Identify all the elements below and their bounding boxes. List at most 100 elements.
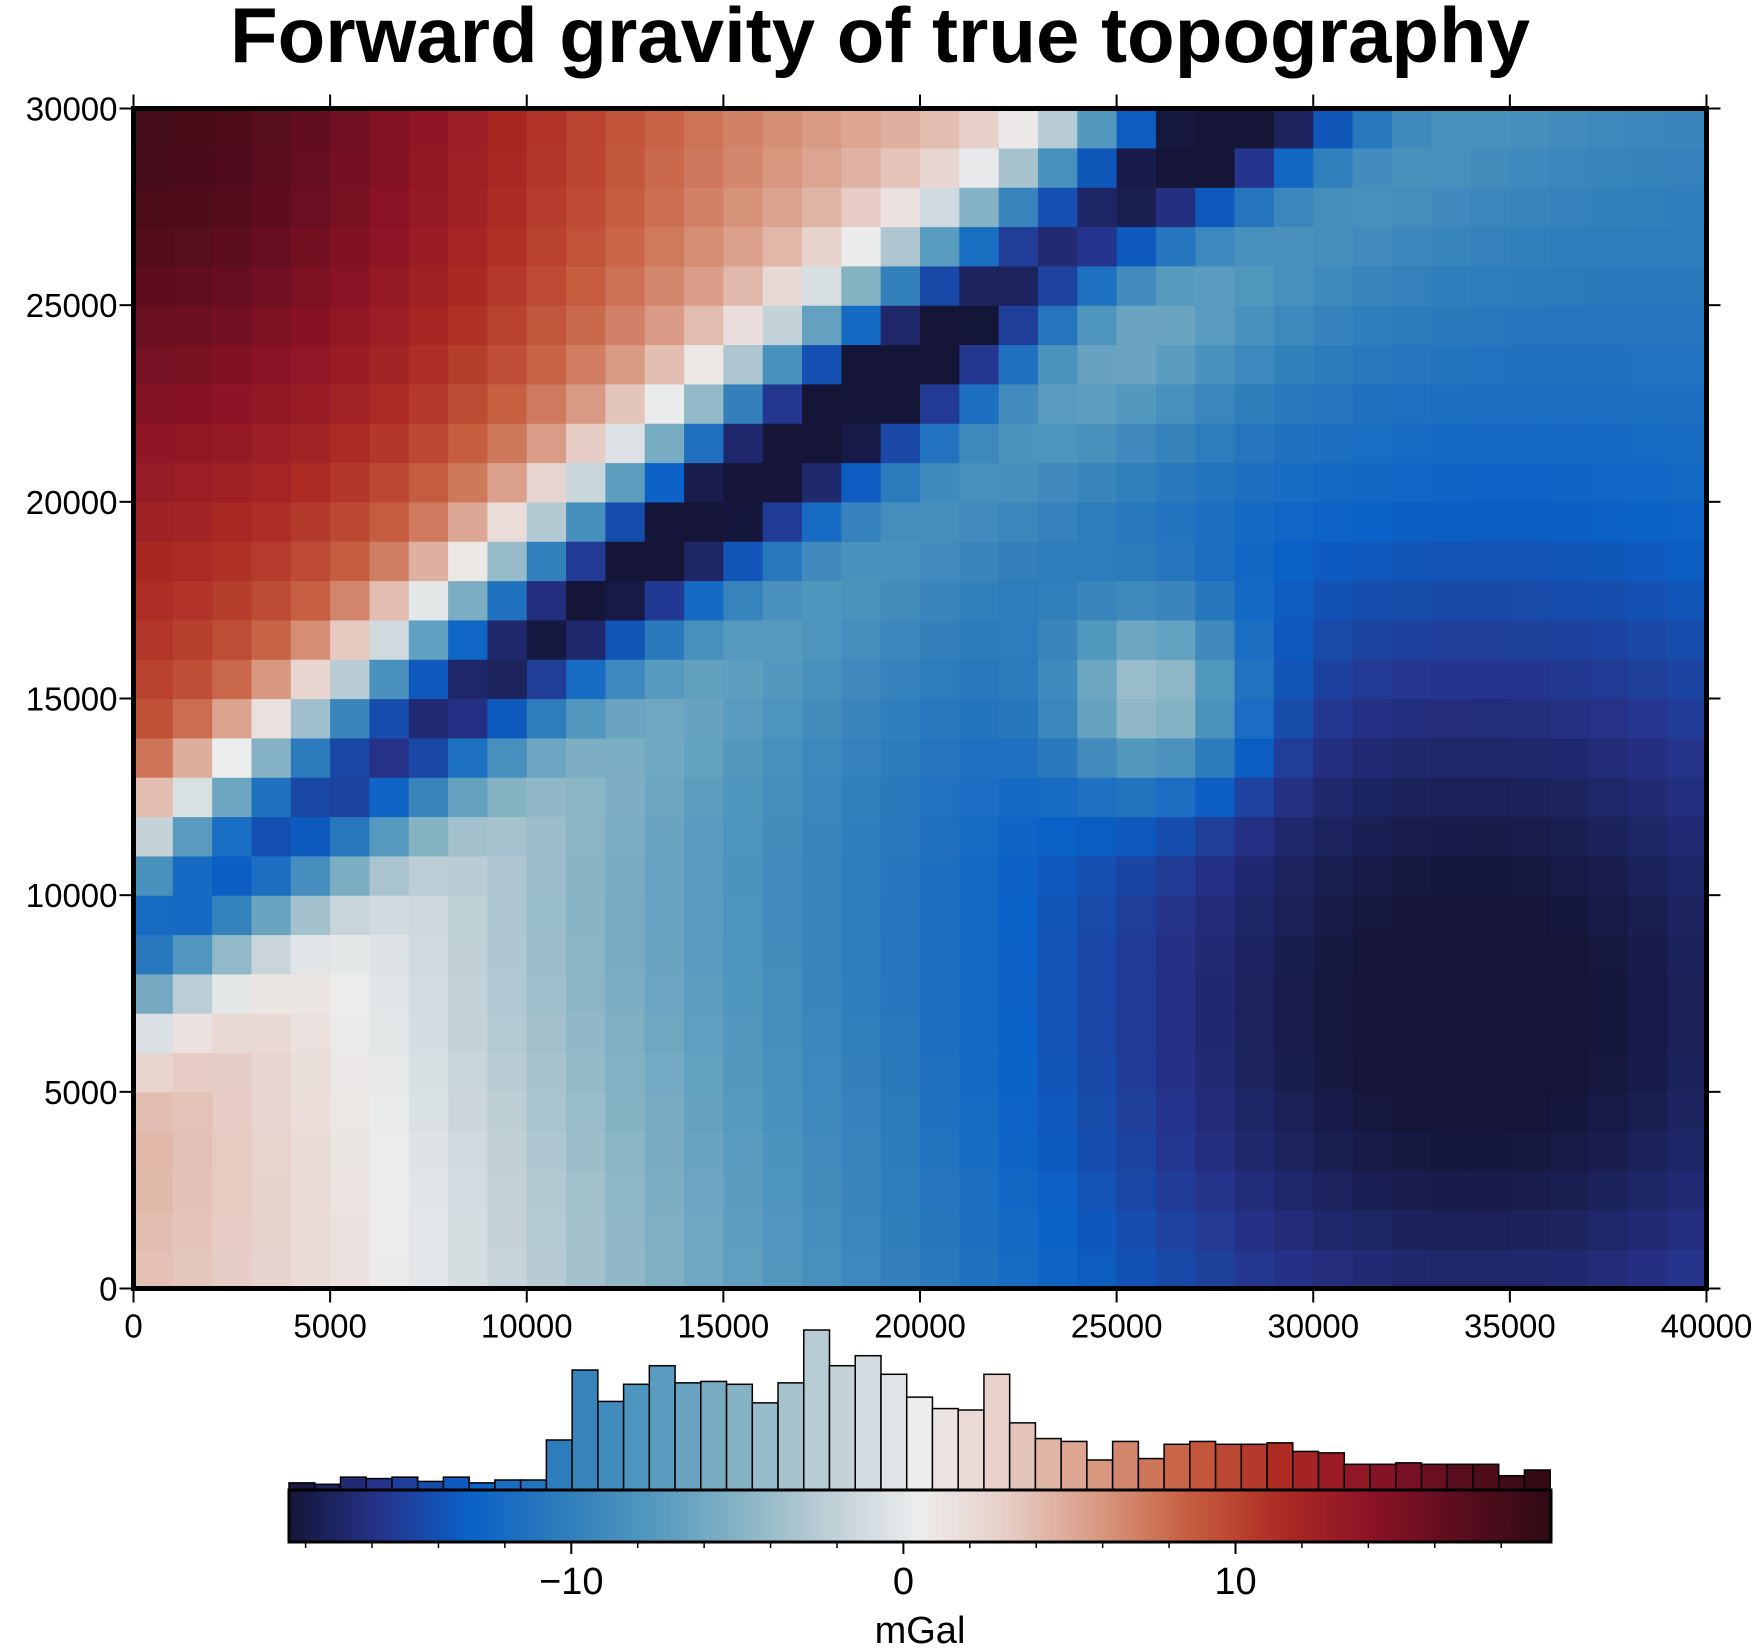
heatmap-cell [1509,423,1550,464]
heatmap-cell [448,187,489,228]
heatmap-cell [1667,659,1708,700]
heatmap-cell [251,1209,292,1250]
heatmap-cell [802,737,842,778]
heatmap-cell [723,265,764,306]
heatmap-cell [1588,305,1629,346]
heatmap-cell [1234,541,1275,582]
heatmap-cell [1352,462,1393,503]
x-axis: 0 5000 10000 15000 20000 25000 30000 35000 40000 [124,94,1752,1345]
heatmap-cell [802,344,842,385]
heatmap-cell [212,777,253,818]
heatmap-cell [1509,1091,1550,1132]
heatmap-cell [1234,462,1275,503]
heatmap-cell [1627,226,1668,267]
heatmap-cell [369,383,410,424]
heatmap-cell [408,659,449,700]
heatmap-cell [133,305,174,346]
heatmap-cell [723,737,764,778]
heatmap-cell [959,462,1000,503]
heatmap-cell [330,501,371,542]
heatmap-cell [644,1091,685,1132]
heatmap-cell [448,108,489,149]
x-tick-label: 35000 [1464,1308,1556,1345]
heatmap-cell [1116,777,1157,818]
heatmap-cell [1588,501,1629,542]
heatmap-cell [841,580,882,621]
heatmap-cell [448,423,489,464]
heatmap-cell [880,1249,921,1290]
heatmap-cell [998,265,1039,306]
heatmap-cell [959,777,1000,818]
heatmap-cell [330,698,371,739]
heatmap-cell [1352,147,1393,188]
heatmap-cell [448,1013,489,1054]
heatmap-cell [841,1131,882,1172]
heatmap-cell [1588,659,1629,700]
heatmap-cell [1195,187,1236,228]
heatmap-cell [172,1013,213,1054]
heatmap-cell [212,1249,253,1290]
heatmap-cell [1431,973,1472,1014]
heatmap-cell [448,226,489,267]
heatmap-cell [684,973,724,1014]
heatmap-cell [1234,737,1275,778]
heatmap-cell [1470,344,1511,385]
heatmap-cell [1470,501,1511,542]
heatmap-cell [1391,737,1432,778]
heatmap-cell [920,423,960,464]
heatmap-cell [723,1209,764,1250]
heatmap-cell [1273,462,1314,503]
heatmap-cell [1037,895,1078,936]
heatmap-cell [841,777,882,818]
heatmap-cell [1588,147,1629,188]
histogram-bar [1189,1440,1217,1491]
heatmap-cell [802,1131,842,1172]
heatmap-cell [1431,1170,1472,1211]
heatmap-cell [723,973,764,1014]
heatmap-cell [1037,423,1078,464]
heatmap-cell [1588,541,1629,582]
heatmap-cell [880,659,921,700]
heatmap-cell [723,1091,764,1132]
heatmap-cell [762,855,803,896]
heatmap-cell [1588,855,1629,896]
heatmap-cell [644,423,685,464]
heatmap-cell [408,265,449,306]
heatmap-cell [1313,501,1354,542]
heatmap-cell [880,383,921,424]
heatmap-cell [998,1052,1039,1093]
heatmap-cell [841,265,882,306]
heatmap-cell [1273,698,1314,739]
heatmap-cell [684,1013,724,1054]
heatmap-cell [920,934,960,975]
heatmap-cell [1195,226,1236,267]
histogram-bar [339,1476,367,1491]
x-tick-label: 25000 [1071,1308,1163,1345]
heatmap-cell [1588,580,1629,621]
heatmap-cell [1391,1170,1432,1211]
heatmap-cell [802,698,842,739]
heatmap-cell [290,344,331,385]
heatmap-cell [841,344,882,385]
heatmap-cell [526,1052,567,1093]
heatmap-cell [290,147,331,188]
heatmap-cell [1549,1091,1590,1132]
heatmap-cell [1627,895,1668,936]
heatmap-cell [172,973,213,1014]
heatmap-cell [1391,1052,1432,1093]
heatmap-cell [684,501,724,542]
heatmap-cell [723,1249,764,1290]
heatmap-cell [172,501,213,542]
heatmap-cell [1273,541,1314,582]
heatmap-cell [1470,659,1511,700]
heatmap-cell [1195,1091,1236,1132]
heatmap-cell [1352,895,1393,936]
heatmap-cell [1313,1249,1354,1290]
x-tick-label: 0 [124,1308,142,1345]
heatmap-cell [644,895,685,936]
heatmap-cell [251,1052,292,1093]
heatmap-cell [959,934,1000,975]
heatmap-cell [762,580,803,621]
heatmap-cell [1588,423,1629,464]
heatmap-cell [1667,816,1708,857]
